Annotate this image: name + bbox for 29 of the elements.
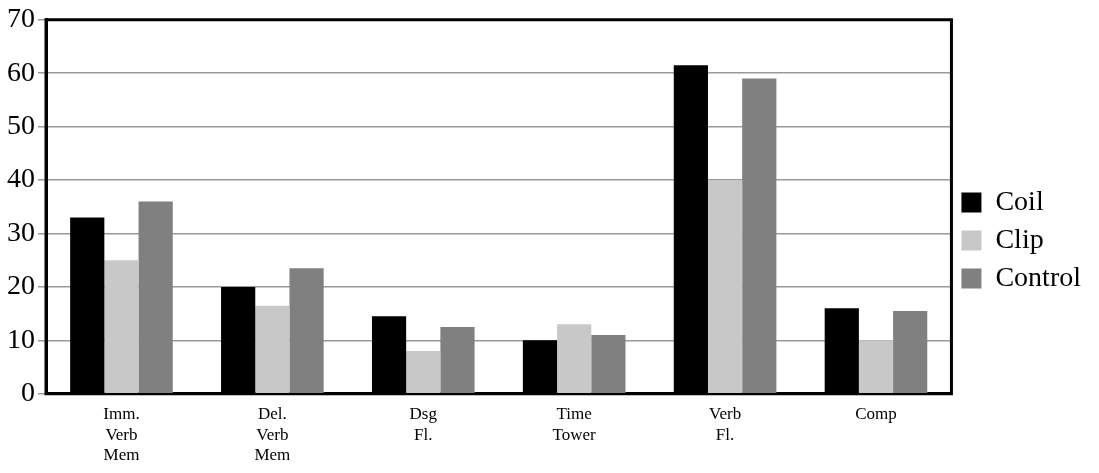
x-tick-label: Dsg Fl. (409, 404, 438, 444)
x-tick-label: Imm. Verb Mem (103, 404, 140, 465)
legend-label: Clip (995, 222, 1044, 254)
bar (893, 310, 928, 394)
bar (138, 201, 173, 394)
legend-label: Control (995, 260, 1082, 292)
x-tick-label: Del. Verb Mem (254, 404, 291, 465)
bar (104, 260, 139, 394)
bar (858, 340, 894, 394)
y-tick-label: 10 (7, 322, 35, 354)
y-tick-label: 70 (7, 2, 35, 34)
bar (255, 305, 290, 394)
x-tick-label: Verb Fl. (709, 404, 742, 444)
bar (707, 180, 743, 394)
y-tick-label: 50 (7, 109, 35, 141)
y-tick-label: 40 (7, 162, 35, 194)
bar (440, 327, 475, 394)
x-tick-label: Comp (855, 404, 897, 424)
bar (591, 335, 626, 394)
y-tick-label: 20 (7, 269, 35, 301)
x-tick-label: Time Tower (552, 404, 597, 444)
y-tick-label: 0 (21, 376, 35, 408)
y-tick-label: 60 (7, 55, 35, 87)
bar (742, 78, 777, 394)
bar (557, 324, 592, 394)
bar (289, 268, 324, 394)
y-tick-label: 30 (7, 215, 35, 247)
bar (406, 351, 441, 394)
legend-label: Coil (995, 184, 1044, 216)
